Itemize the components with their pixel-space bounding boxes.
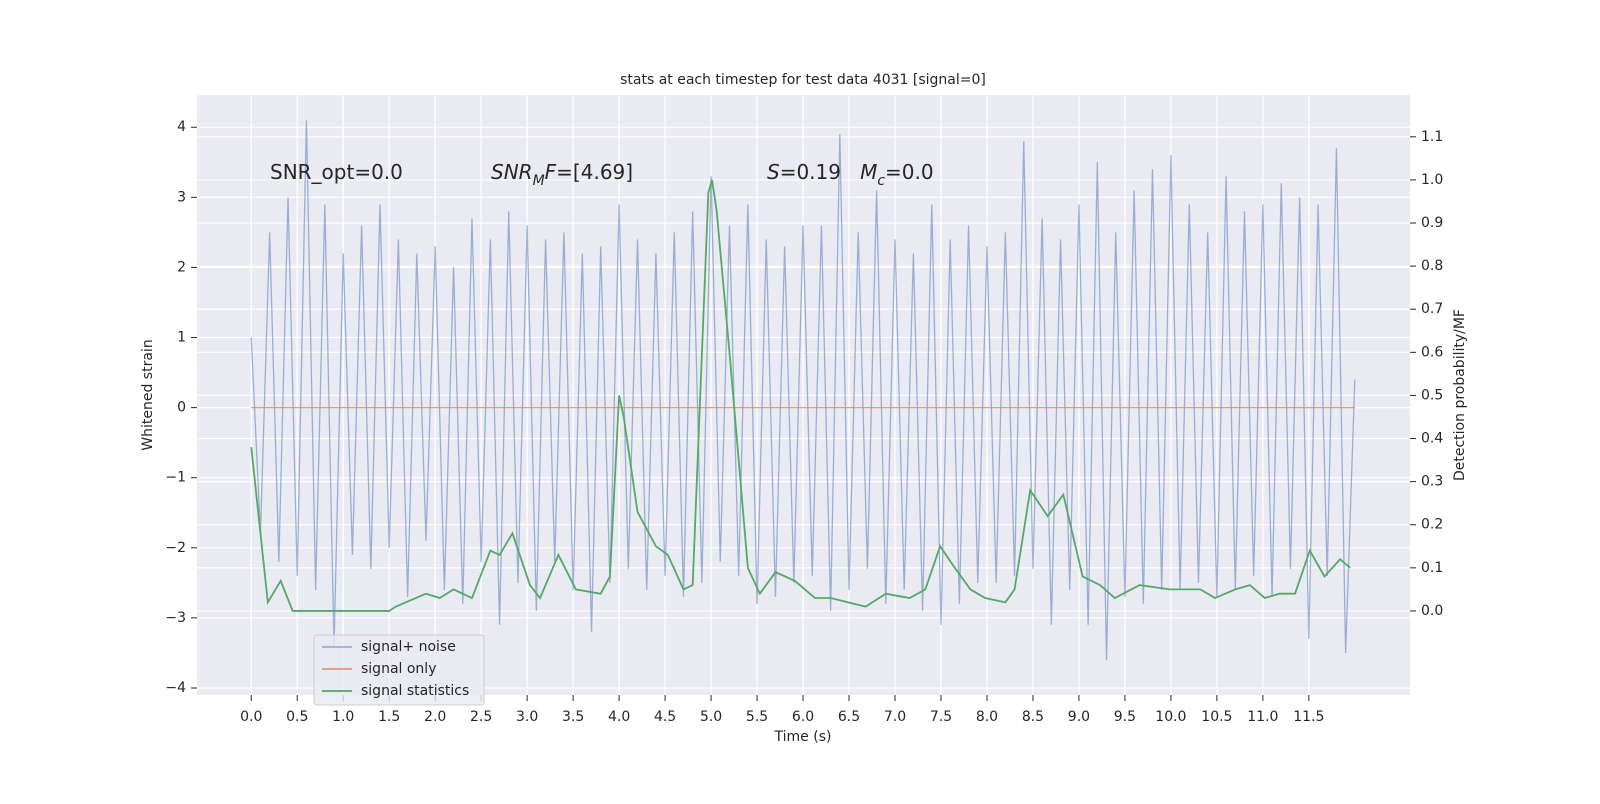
x-tick-label: 8.5 xyxy=(1022,709,1044,725)
y-tick-label: 3 xyxy=(177,189,186,205)
y2-tick-label: 0.4 xyxy=(1421,431,1443,447)
legend-box xyxy=(313,634,485,706)
x-tick-label: 10.5 xyxy=(1201,709,1232,725)
y2-tick-label: 0.7 xyxy=(1421,301,1443,317)
x-tick-label: 5.0 xyxy=(700,709,722,725)
annotation-part: SNR xyxy=(491,160,533,184)
x-tick-label: 0.0 xyxy=(240,709,262,725)
annotation-part: F xyxy=(545,160,557,184)
y-tick-label: 0 xyxy=(177,400,186,416)
legend-label: signal only xyxy=(361,661,436,677)
x-tick-label: 2.0 xyxy=(424,709,446,725)
annotation-part: =[4.69] xyxy=(556,160,633,184)
x-tick-label: 11.0 xyxy=(1247,709,1278,725)
x-tick-label: 10.0 xyxy=(1155,709,1186,725)
y2-tick-label: 1.0 xyxy=(1421,172,1443,188)
annotation-part: =0.0 xyxy=(885,160,934,184)
x-axis-label: Time (s) xyxy=(774,729,832,745)
annotation: S=0.19 Mc=0.0 xyxy=(767,160,934,190)
x-tick-label: 4.5 xyxy=(654,709,676,725)
y2-tick-label: 0.9 xyxy=(1421,215,1443,231)
annotation-part: S xyxy=(767,160,780,184)
y-axis-label: Whitened strain xyxy=(140,339,156,450)
x-tick-label: 7.5 xyxy=(930,709,952,725)
y2-tick-label: 0.8 xyxy=(1421,258,1443,274)
series-line xyxy=(250,120,1356,660)
x-tick-label: 9.0 xyxy=(1068,709,1090,725)
y2-tick-label: 0.5 xyxy=(1421,387,1443,403)
x-tick-label: 2.5 xyxy=(470,709,492,725)
x-tick-label: 9.5 xyxy=(1114,709,1136,725)
chart-title: stats at each timestep for test data 403… xyxy=(620,72,986,88)
y2-axis-label: Detection probability/MF xyxy=(1452,309,1468,481)
y2-tick-label: 0.1 xyxy=(1421,560,1443,576)
x-tick-label: 11.5 xyxy=(1293,709,1324,725)
x-tick-label: 1.0 xyxy=(332,709,354,725)
x-tick-label: 0.5 xyxy=(286,709,308,725)
y-tick-label: 1 xyxy=(177,330,186,346)
x-tick-label: 3.5 xyxy=(562,709,584,725)
x-tick-label: 6.5 xyxy=(838,709,860,725)
annotation: SNRMF=[4.69] xyxy=(491,160,633,190)
legend-label: signal statistics xyxy=(361,683,469,699)
x-tick-label: 5.5 xyxy=(746,709,768,725)
y-tick-label: −2 xyxy=(165,540,186,556)
annotation-part: M xyxy=(533,173,545,189)
x-tick-label: 4.0 xyxy=(608,709,630,725)
annotation-part: M xyxy=(860,160,877,184)
annotation-part: =0.19 xyxy=(780,160,860,184)
y2-tick-label: 1.1 xyxy=(1421,129,1443,145)
y-tick-label: −4 xyxy=(165,680,186,696)
y-tick-label: 4 xyxy=(177,119,186,135)
y-tick-label: 2 xyxy=(177,259,186,275)
y-tick-label: −3 xyxy=(165,610,186,626)
x-tick-label: 1.5 xyxy=(378,709,400,725)
y2-tick-label: 0.2 xyxy=(1421,517,1443,533)
annotation: SNR_opt=0.0 xyxy=(270,160,403,184)
y2-tick-label: 0.3 xyxy=(1421,474,1443,490)
annotation-part: c xyxy=(877,173,885,189)
y-tick-label: −1 xyxy=(165,470,186,486)
y2-tick-label: 0.6 xyxy=(1421,344,1443,360)
legend-label: signal+ noise xyxy=(361,639,456,655)
annotation-part: SNR_opt=0.0 xyxy=(270,160,403,184)
series-line xyxy=(250,179,1351,612)
x-tick-label: 8.0 xyxy=(976,709,998,725)
x-tick-label: 7.0 xyxy=(884,709,906,725)
x-tick-label: 6.0 xyxy=(792,709,814,725)
y2-tick-label: 0.0 xyxy=(1421,603,1443,619)
x-tick-label: 3.0 xyxy=(516,709,538,725)
